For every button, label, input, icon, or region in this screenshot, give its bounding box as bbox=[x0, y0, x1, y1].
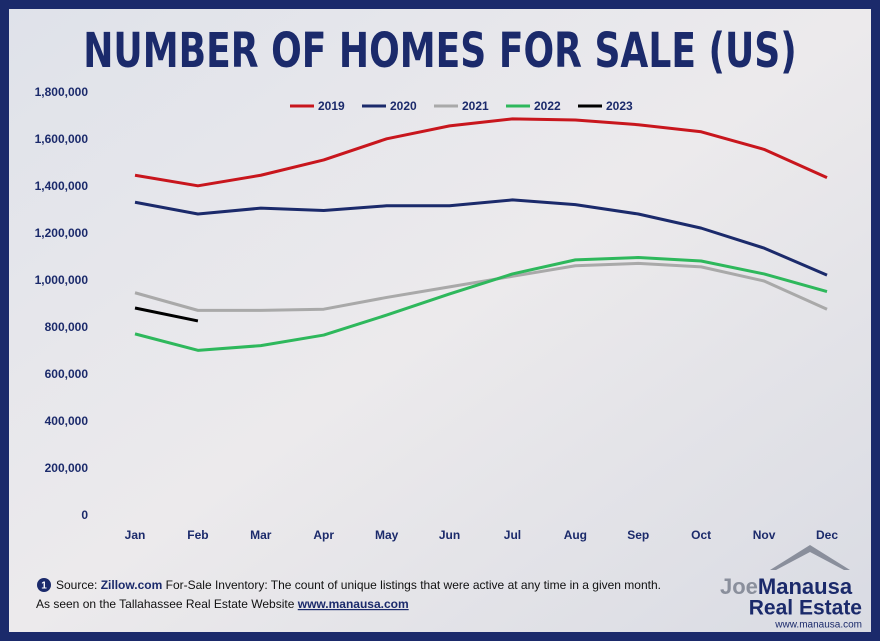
x-tick-label: Feb bbox=[187, 528, 208, 542]
chart-title: NUMBER OF HOMES FOR SALE (US) bbox=[83, 23, 797, 80]
x-tick-label: Oct bbox=[691, 528, 711, 542]
y-tick-label: 1,600,000 bbox=[35, 132, 89, 146]
series-line bbox=[134, 261, 828, 312]
source-label: Source: bbox=[56, 578, 97, 592]
x-tick-label: Dec bbox=[816, 528, 838, 542]
y-tick-label: 200,000 bbox=[45, 461, 89, 475]
y-tick-label: 1,200,000 bbox=[35, 226, 89, 240]
logo-last: Manausa bbox=[758, 574, 853, 599]
logo-name: JoeManausa bbox=[720, 574, 853, 599]
x-tick-label: Nov bbox=[753, 528, 776, 542]
y-tick-label: 1,400,000 bbox=[35, 179, 89, 193]
y-tick-label: 0 bbox=[81, 508, 88, 522]
y-tick-label: 800,000 bbox=[45, 320, 89, 334]
footnote-marker-circle bbox=[37, 578, 51, 592]
source-text: For-Sale Inventory: The count of unique … bbox=[166, 578, 661, 592]
seen-text: As seen on the Tallahassee Real Estate W… bbox=[36, 597, 295, 611]
logo-url: www.manausa.com bbox=[774, 620, 862, 631]
footnote-marker: 1 bbox=[41, 581, 47, 592]
series-line bbox=[134, 198, 828, 277]
background bbox=[9, 9, 871, 632]
logo-roof bbox=[770, 545, 850, 570]
legend-label: 2022 bbox=[534, 99, 561, 113]
x-tick-label: Jun bbox=[439, 528, 460, 542]
x-tick-label: Jul bbox=[504, 528, 521, 542]
x-tick-label: Mar bbox=[250, 528, 272, 542]
series-line bbox=[134, 117, 828, 188]
legend-label: 2020 bbox=[390, 99, 417, 113]
x-tick-label: Aug bbox=[564, 528, 587, 542]
source-line: Source: Zillow.com For-Sale Inventory: T… bbox=[56, 578, 661, 592]
y-tick-label: 400,000 bbox=[45, 414, 89, 428]
legend-label: 2021 bbox=[462, 99, 489, 113]
series-line bbox=[134, 256, 828, 352]
series-line bbox=[134, 306, 199, 323]
seen-url[interactable]: www.manausa.com bbox=[297, 597, 409, 611]
seen-line: As seen on the Tallahassee Real Estate W… bbox=[36, 597, 409, 611]
x-tick-label: Apr bbox=[313, 528, 334, 542]
y-tick-label: 1,000,000 bbox=[35, 273, 89, 287]
legend-label: 2023 bbox=[606, 99, 633, 113]
legend-label: 2019 bbox=[318, 99, 345, 113]
source-name: Zillow.com bbox=[101, 578, 163, 592]
x-tick-label: Sep bbox=[627, 528, 649, 542]
x-tick-label: Jan bbox=[125, 528, 146, 542]
logo-first: Joe bbox=[720, 574, 758, 599]
logo-tagline: Real Estate bbox=[749, 597, 862, 620]
y-tick-label: 600,000 bbox=[45, 367, 89, 381]
x-tick-label: May bbox=[375, 528, 399, 542]
y-tick-label: 1,800,000 bbox=[35, 85, 89, 99]
